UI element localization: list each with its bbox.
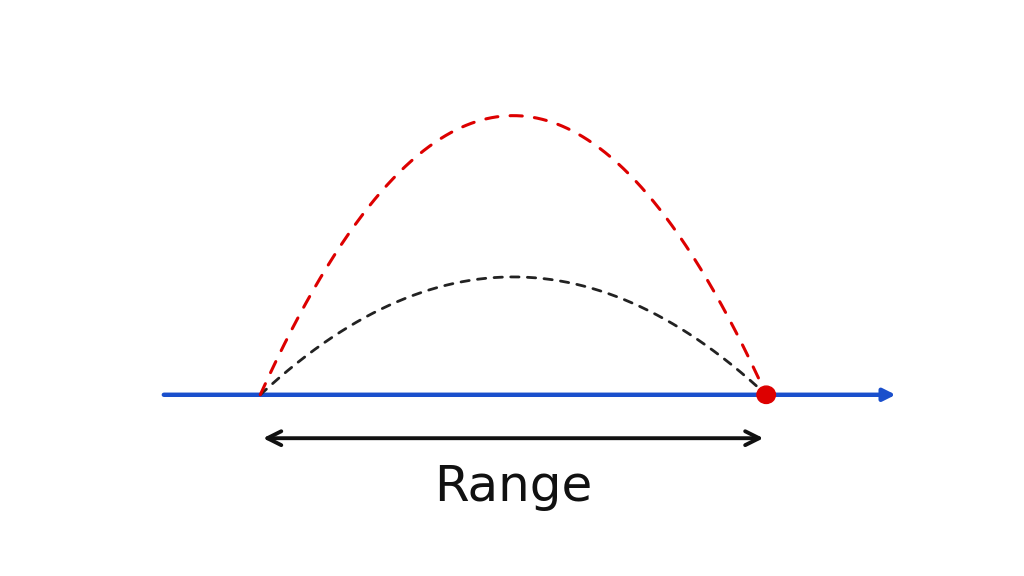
Circle shape [757, 386, 775, 403]
Text: Range: Range [434, 463, 592, 511]
